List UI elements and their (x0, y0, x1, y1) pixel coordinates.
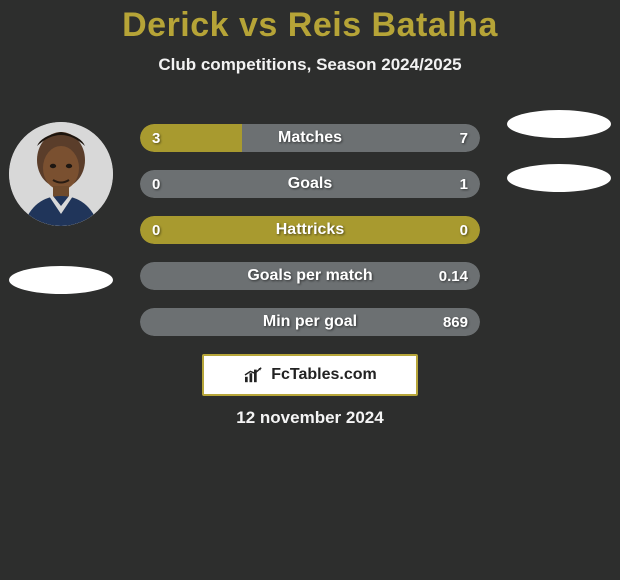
bar-row: 869Min per goal (140, 308, 480, 336)
player-left-avatar (9, 122, 113, 226)
bar-right-value: 0.14 (427, 262, 480, 290)
bar-row: 00Hattricks (140, 216, 480, 244)
comparison-bars: 37Matches01Goals00Hattricks0.14Goals per… (140, 124, 480, 336)
bar-right-value: 1 (448, 170, 480, 198)
bar-right-value: 7 (448, 124, 480, 152)
comparison-infographic: Derick vs Reis Batalha Club competitions… (0, 0, 620, 580)
date-line: 12 november 2024 (0, 408, 620, 428)
bar-right-value: 869 (431, 308, 480, 336)
bar-right-fill (242, 124, 480, 152)
bar-right-value: 0 (448, 216, 480, 244)
bar-left-value: 3 (140, 124, 172, 152)
bar-row: 37Matches (140, 124, 480, 152)
chart-icon (243, 366, 265, 384)
bar-right-fill (140, 308, 480, 336)
player-left-logo-placeholder (9, 266, 113, 294)
player-right-column (504, 110, 614, 192)
bar-left-value (140, 308, 164, 336)
player-right-logo-placeholder (507, 164, 611, 192)
bar-left-value: 0 (140, 170, 172, 198)
avatar-photo-icon (9, 122, 113, 226)
attribution-text: FcTables.com (271, 366, 377, 384)
attribution-badge: FcTables.com (202, 354, 418, 396)
subtitle: Club competitions, Season 2024/2025 (0, 55, 620, 75)
bar-left-fill (140, 216, 480, 244)
page-title: Derick vs Reis Batalha (0, 0, 620, 45)
bar-right-fill (140, 170, 480, 198)
bar-left-value (140, 262, 164, 290)
bar-row: 0.14Goals per match (140, 262, 480, 290)
bar-left-value: 0 (140, 216, 172, 244)
player-left-column (6, 122, 116, 294)
bar-row: 01Goals (140, 170, 480, 198)
player-right-avatar-placeholder (507, 110, 611, 138)
